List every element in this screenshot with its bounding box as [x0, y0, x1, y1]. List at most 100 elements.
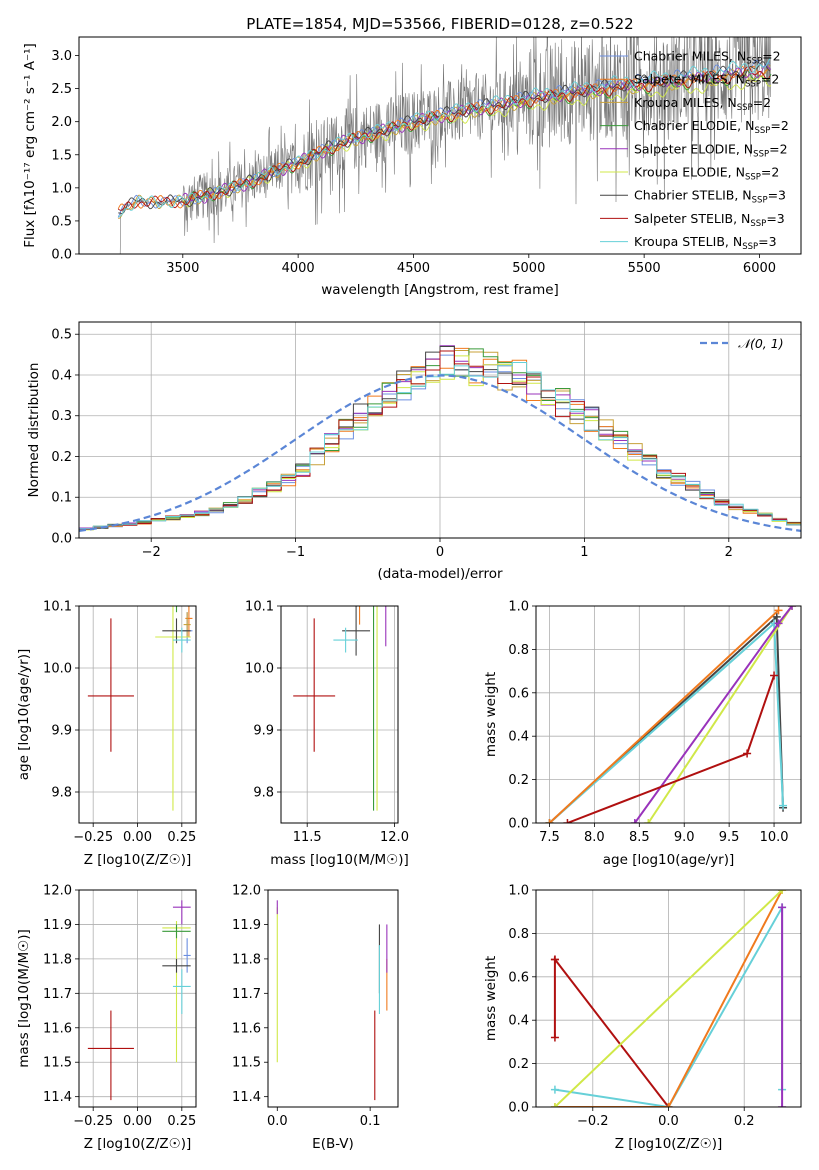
ytick-label: 9.9 — [51, 724, 72, 739]
x-axis-label: Z [log10(Z/Z☉)] — [84, 1136, 192, 1152]
axes-massweight_vs_Z — [536, 889, 801, 1108]
ytick-label: 11.7 — [43, 987, 72, 1002]
xtick-label: 0.00 — [123, 1114, 152, 1129]
ytick-label: 1.5 — [51, 148, 72, 163]
chart-title: PLATE=1854, MJD=53566, FIBERID=0128, z=0… — [246, 15, 633, 33]
ytick-label: 9.8 — [253, 786, 274, 801]
ytick-label: 0.4 — [508, 730, 529, 745]
ytick-label: 2.0 — [51, 115, 72, 130]
weight-marker-salpeter_miles — [545, 819, 554, 823]
xtick-label: 5500 — [628, 261, 661, 276]
xtick-label: 8.5 — [629, 830, 650, 845]
axes-frame-mass_vs_ebv — [267, 889, 399, 1108]
normal-curve — [79, 374, 801, 532]
errorbar-point-kroupa_elodie — [162, 921, 191, 1063]
ytick-label: 2.5 — [51, 82, 72, 97]
axes-frame-age_vs_mass — [280, 605, 399, 824]
weight-marker-chabrier_stelib — [772, 612, 781, 621]
weight-marker-salpeter_stelib — [563, 819, 572, 823]
weight-marker-kroupa_stelib — [550, 1085, 559, 1094]
weight-line-salpeter_miles — [548, 609, 780, 823]
model-spectrum-chabrier_miles — [117, 59, 771, 218]
xtick-label: −0.25 — [73, 1114, 113, 1129]
legend-label-normal: 𝒩(0, 1) — [738, 336, 784, 351]
xtick-label: 9.0 — [674, 830, 695, 845]
errorbar-point-chabrier_stelib — [162, 958, 191, 973]
x-axis-label: Z [log10(Z/Z☉)] — [84, 852, 192, 868]
xtick-label: 11.5 — [293, 830, 322, 845]
xtick-label: 3500 — [166, 261, 199, 276]
xtick-label: 0.1 — [360, 1114, 381, 1129]
ytick-label: 9.9 — [253, 724, 274, 739]
histogram-salpeter_stelib — [79, 350, 801, 530]
ytick-label: 0.0 — [51, 532, 72, 547]
plot-area-spectrum — [117, 37, 772, 254]
xtick-label: −0.2 — [577, 1114, 609, 1129]
ytick-label: 12.0 — [43, 884, 72, 899]
weight-line-salpeter_miles — [554, 890, 783, 1107]
weight-marker-salpeter_stelib — [550, 955, 559, 964]
ytick-label: 0.4 — [51, 368, 72, 383]
xtick-label: 10.0 — [760, 830, 789, 845]
xtick-label: 2 — [725, 545, 733, 560]
legend-label-chabrier_stelib: Chabrier STELIB, NSSP=3 — [634, 188, 786, 206]
weight-marker-salpeter_stelib — [550, 1033, 559, 1042]
axes-mass_vs_Z — [79, 889, 196, 1107]
xtick-label: 0.2 — [734, 1114, 755, 1129]
y-axis-label: mass weight — [483, 956, 499, 1041]
axes-massweight_vs_age — [536, 605, 801, 824]
xtick-label: 0 — [436, 545, 444, 560]
xtick-label: −1 — [286, 545, 305, 560]
x-axis-label: Z [log10(Z/Z☉)] — [615, 1136, 723, 1152]
ytick-label: 0.0 — [508, 1101, 529, 1116]
weight-marker-salpeter_stelib — [770, 671, 779, 680]
weight-line-salpeter_stelib — [553, 956, 670, 1107]
errorbar-point-chabrier_stelib — [342, 606, 371, 656]
ytick-label: 11.9 — [232, 918, 261, 933]
weight-line-salpeter_elodie — [633, 606, 793, 823]
axes-mass_vs_ebv — [276, 900, 388, 1101]
xtick-label: −2 — [142, 545, 161, 560]
plot-area-massweight_vs_Z — [550, 890, 787, 1107]
x-axis-label: E(B-V) — [312, 1136, 354, 1152]
xtick-label: 0.25 — [167, 830, 196, 845]
weight-marker-salpeter_elodie — [788, 606, 797, 610]
weight-marker-kroupa_elodie — [778, 890, 787, 894]
xtick-label: 6000 — [743, 261, 776, 276]
ytick-label: 11.6 — [232, 1021, 261, 1036]
ytick-label: 0.6 — [508, 686, 529, 701]
ytick-label: 0.8 — [508, 643, 529, 658]
ytick-label: 0.4 — [508, 1014, 529, 1029]
errorbar-point-kroupa_elodie — [155, 606, 191, 811]
axes-residuals — [79, 322, 801, 539]
legend-label-kroupa_elodie: Kroupa ELODIE, NSSP=2 — [634, 165, 779, 183]
weight-marker-kroupa_stelib — [779, 801, 788, 810]
ytick-label: 11.6 — [43, 1021, 72, 1036]
axes-frame-spectrum — [78, 36, 802, 255]
axes-spectrum — [117, 37, 772, 254]
errorbar-point-chabrier_elodie — [162, 924, 191, 939]
y-axis-label: Flux [fλ10⁻¹⁷ erg cm⁻² s⁻¹ A⁻¹] — [22, 43, 38, 248]
ytick-label: 10.0 — [245, 662, 274, 677]
errorbar-point-chabrier_stelib — [162, 618, 191, 644]
plot-area-mass_vs_Z — [87, 900, 191, 1101]
errorbar-point-chabrier_elodie — [373, 606, 375, 811]
model-spectrum-salpeter_stelib — [117, 66, 771, 211]
errorbar-point-salpeter_elodie — [172, 900, 191, 925]
xtick-label: 0.0 — [658, 1114, 679, 1129]
ytick-label: 11.7 — [232, 987, 261, 1002]
errorbar-point-salpeter_stelib — [293, 618, 336, 752]
weight-marker-salpeter_elodie — [774, 619, 783, 628]
ytick-label: 1.0 — [508, 600, 529, 615]
weight-marker-salpeter_miles — [664, 1103, 673, 1107]
legend-label-chabrier_elodie: Chabrier ELODIE, NSSP=2 — [634, 118, 789, 136]
xtick-label: 0.25 — [167, 1114, 196, 1129]
ytick-label: 11.4 — [232, 1090, 261, 1105]
ytick-label: 0.1 — [51, 491, 72, 506]
ytick-label: 0.6 — [508, 970, 529, 985]
ytick-label: 11.5 — [232, 1056, 261, 1071]
ytick-label: 10.1 — [245, 600, 274, 615]
ytick-label: 11.4 — [43, 1090, 72, 1105]
plot-area-age_vs_Z — [87, 606, 193, 811]
ytick-label: 11.8 — [43, 952, 72, 967]
